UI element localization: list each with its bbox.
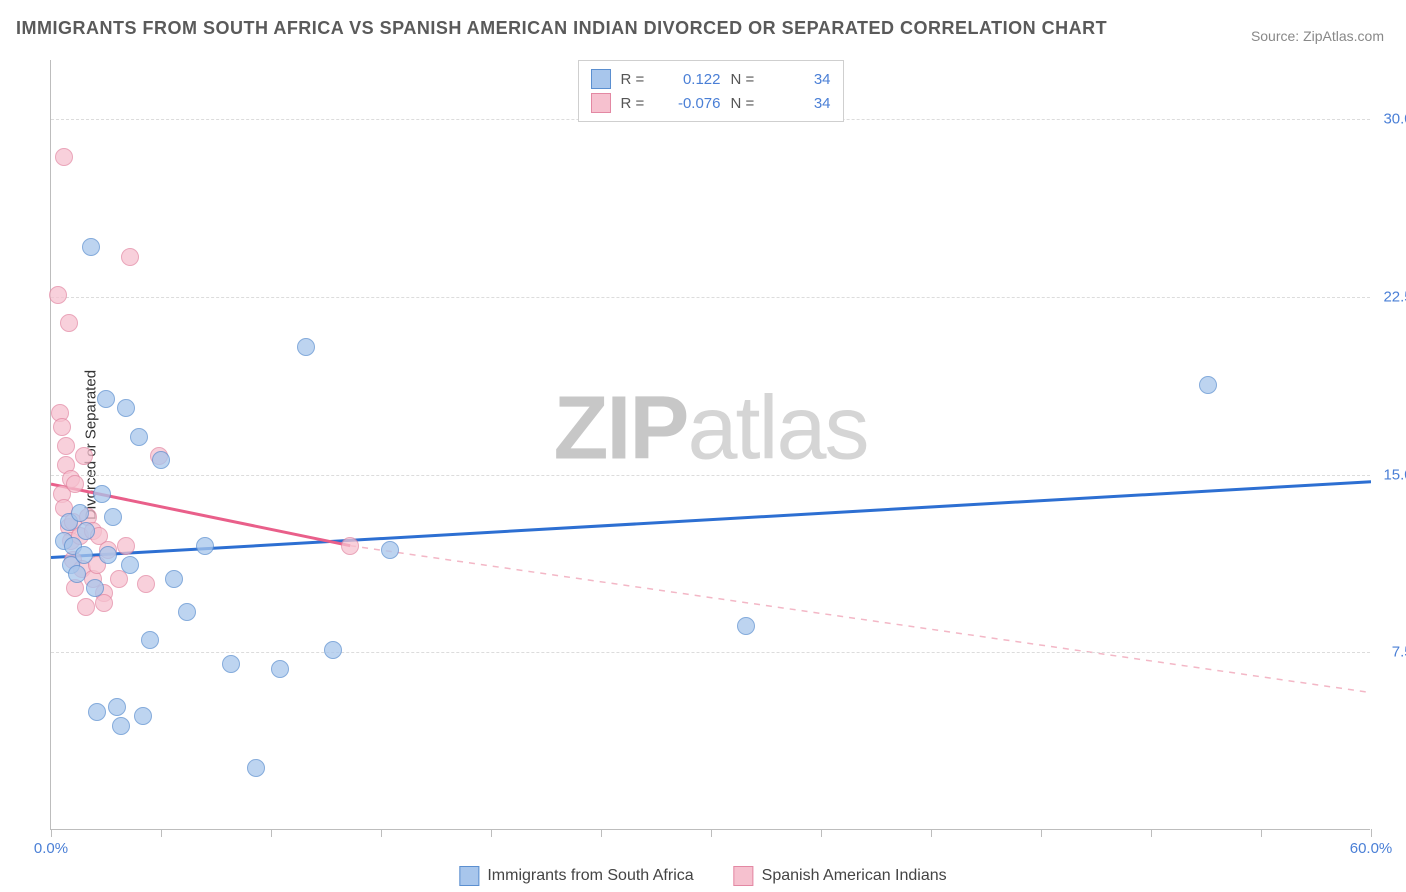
correlation-legend: R = 0.122 N = 34 R = -0.076 N = 34 bbox=[578, 60, 844, 122]
x-tick bbox=[381, 829, 382, 837]
x-tick bbox=[821, 829, 822, 837]
y-tick-label: 30.0% bbox=[1383, 111, 1406, 128]
scatter-point bbox=[137, 575, 155, 593]
source-label: Source: ZipAtlas.com bbox=[1251, 28, 1384, 44]
swatch-series-b bbox=[734, 866, 754, 886]
y-tick-label: 7.5% bbox=[1392, 644, 1406, 661]
scatter-point bbox=[297, 338, 315, 356]
scatter-point bbox=[117, 399, 135, 417]
scatter-point bbox=[165, 570, 183, 588]
x-tick-label: 60.0% bbox=[1350, 840, 1393, 857]
scatter-point bbox=[121, 248, 139, 266]
legend-row-a: R = 0.122 N = 34 bbox=[591, 67, 831, 91]
scatter-point bbox=[49, 286, 67, 304]
n-label: N = bbox=[731, 71, 765, 88]
trend-line bbox=[51, 482, 1371, 558]
scatter-point bbox=[1199, 376, 1217, 394]
scatter-point bbox=[71, 504, 89, 522]
x-tick bbox=[51, 829, 52, 837]
n-value: 34 bbox=[775, 95, 831, 112]
scatter-point bbox=[324, 641, 342, 659]
scatter-point bbox=[271, 660, 289, 678]
scatter-point bbox=[152, 451, 170, 469]
trend-line bbox=[350, 546, 1371, 693]
plot-region: ZIPatlas R = 0.122 N = 34 R = -0.076 N =… bbox=[50, 60, 1370, 830]
r-value: -0.076 bbox=[665, 95, 721, 112]
scatter-point bbox=[341, 537, 359, 555]
swatch-series-a bbox=[591, 69, 611, 89]
scatter-point bbox=[141, 631, 159, 649]
scatter-point bbox=[121, 556, 139, 574]
watermark: ZIPatlas bbox=[553, 378, 867, 481]
x-tick bbox=[931, 829, 932, 837]
scatter-point bbox=[77, 522, 95, 540]
scatter-point bbox=[130, 428, 148, 446]
scatter-point bbox=[53, 418, 71, 436]
x-tick bbox=[1041, 829, 1042, 837]
trend-lines bbox=[51, 60, 1371, 830]
scatter-point bbox=[88, 703, 106, 721]
r-label: R = bbox=[621, 95, 655, 112]
x-tick bbox=[711, 829, 712, 837]
legend-item-a: Immigrants from South Africa bbox=[459, 866, 693, 886]
scatter-point bbox=[134, 707, 152, 725]
x-tick bbox=[1151, 829, 1152, 837]
scatter-point bbox=[196, 537, 214, 555]
x-tick bbox=[601, 829, 602, 837]
legend-row-b: R = -0.076 N = 34 bbox=[591, 91, 831, 115]
n-value: 34 bbox=[775, 71, 831, 88]
scatter-point bbox=[112, 717, 130, 735]
scatter-point bbox=[60, 314, 78, 332]
gridline bbox=[51, 652, 1370, 653]
scatter-point bbox=[55, 148, 73, 166]
r-label: R = bbox=[621, 71, 655, 88]
scatter-point bbox=[97, 390, 115, 408]
x-tick bbox=[491, 829, 492, 837]
watermark-light: atlas bbox=[687, 379, 867, 479]
scatter-point bbox=[381, 541, 399, 559]
x-tick bbox=[1371, 829, 1372, 837]
scatter-point bbox=[737, 617, 755, 635]
scatter-point bbox=[117, 537, 135, 555]
scatter-point bbox=[86, 579, 104, 597]
scatter-point bbox=[68, 565, 86, 583]
scatter-point bbox=[75, 546, 93, 564]
gridline bbox=[51, 475, 1370, 476]
legend-label-b: Spanish American Indians bbox=[762, 867, 947, 885]
scatter-point bbox=[222, 655, 240, 673]
x-tick-label: 0.0% bbox=[34, 840, 68, 857]
x-tick bbox=[271, 829, 272, 837]
y-tick-label: 22.5% bbox=[1383, 288, 1406, 305]
r-value: 0.122 bbox=[665, 71, 721, 88]
scatter-point bbox=[178, 603, 196, 621]
scatter-point bbox=[75, 447, 93, 465]
chart-area: Divorced or Separated ZIPatlas R = 0.122… bbox=[50, 60, 1370, 830]
legend-item-b: Spanish American Indians bbox=[734, 866, 947, 886]
scatter-point bbox=[57, 437, 75, 455]
gridline bbox=[51, 297, 1370, 298]
x-tick bbox=[1261, 829, 1262, 837]
swatch-series-a bbox=[459, 866, 479, 886]
scatter-point bbox=[99, 546, 117, 564]
watermark-bold: ZIP bbox=[553, 379, 687, 479]
n-label: N = bbox=[731, 95, 765, 112]
scatter-point bbox=[82, 238, 100, 256]
legend-label-a: Immigrants from South Africa bbox=[487, 867, 693, 885]
swatch-series-b bbox=[591, 93, 611, 113]
y-tick-label: 15.0% bbox=[1383, 466, 1406, 483]
series-legend: Immigrants from South Africa Spanish Ame… bbox=[459, 866, 946, 886]
x-tick bbox=[161, 829, 162, 837]
chart-title: IMMIGRANTS FROM SOUTH AFRICA VS SPANISH … bbox=[16, 18, 1107, 39]
scatter-point bbox=[77, 598, 95, 616]
scatter-point bbox=[108, 698, 126, 716]
scatter-point bbox=[93, 485, 111, 503]
scatter-point bbox=[66, 475, 84, 493]
scatter-point bbox=[104, 508, 122, 526]
scatter-point bbox=[247, 759, 265, 777]
